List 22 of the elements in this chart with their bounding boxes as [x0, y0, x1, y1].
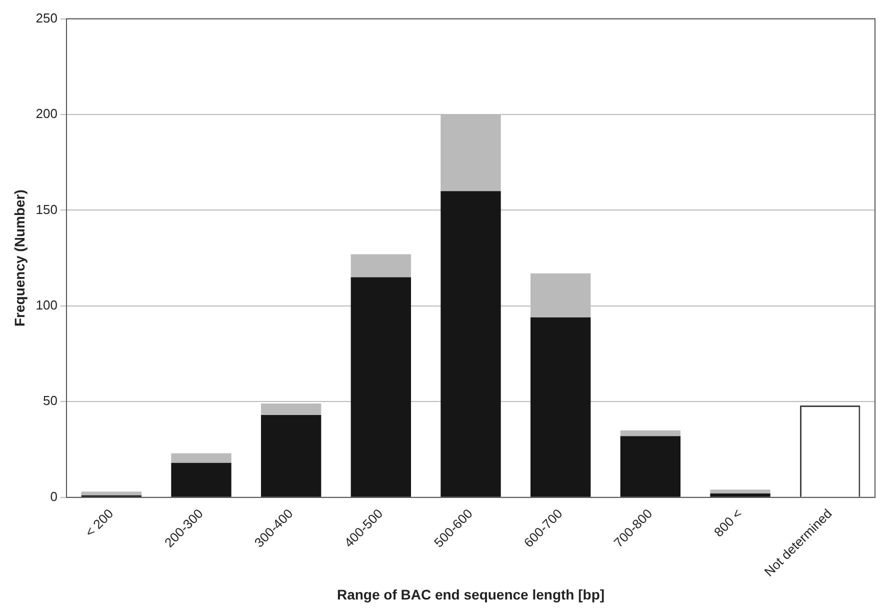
- y-axis-title: Frequency (Number): [11, 190, 28, 327]
- bar: [81, 492, 142, 496]
- bar: [171, 453, 232, 463]
- bar: [350, 277, 412, 497]
- bar: [260, 415, 322, 497]
- y-tick-label: 100: [36, 297, 58, 312]
- bar: [620, 430, 681, 436]
- y-tick-label: 50: [43, 393, 58, 408]
- bar: [440, 191, 501, 497]
- y-tick-label: 250: [36, 10, 58, 26]
- y-tick-label: 0: [50, 488, 58, 504]
- y-tick-label: 150: [36, 202, 58, 217]
- bar: [171, 462, 232, 497]
- x-axis-title: Range of BAC end sequence length [bp]: [336, 586, 605, 602]
- bar: [710, 493, 770, 497]
- bar: [710, 490, 770, 494]
- bar: [530, 317, 591, 497]
- x-tick-label: 800 <: [711, 506, 745, 540]
- bar: [620, 436, 681, 497]
- x-tick-label: < 200: [82, 506, 116, 540]
- y-tick-label: 200: [36, 106, 58, 122]
- bar: [350, 254, 412, 278]
